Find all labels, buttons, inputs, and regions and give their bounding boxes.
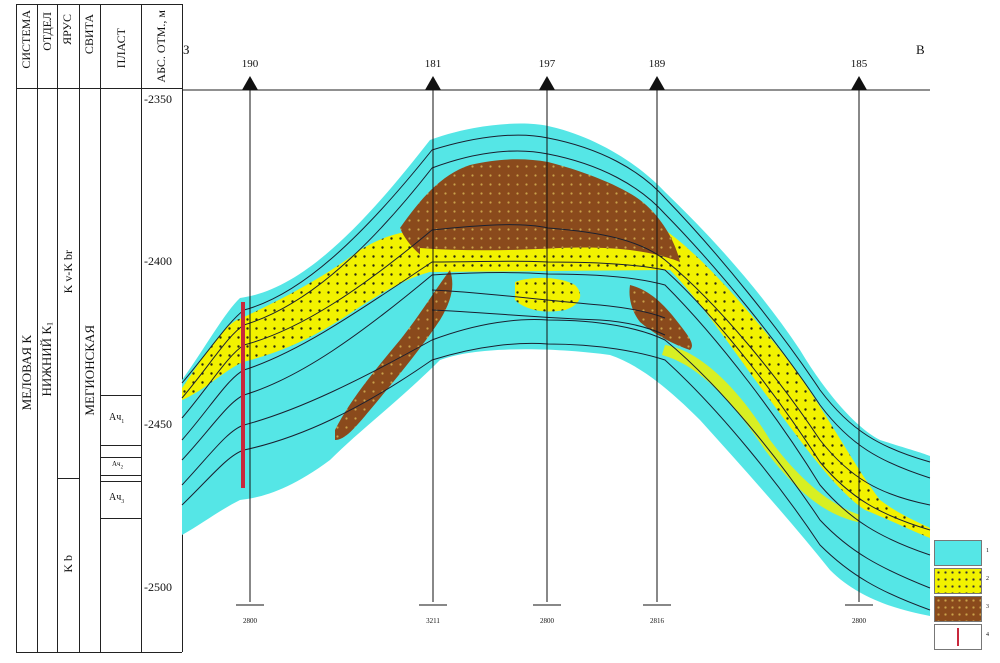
legend-red-bar (957, 628, 959, 646)
well-label-197: 197 (538, 58, 556, 70)
well-marker-185 (851, 76, 867, 90)
column-border (100, 4, 101, 652)
layer-ach2: Ач2 (112, 460, 123, 470)
depth-tick: -2350 (144, 92, 172, 106)
legend-swatch-brown (934, 596, 982, 622)
layer-box-ach2 (100, 457, 141, 476)
well-label-189: 189 (648, 58, 666, 70)
depth-tick: -2400 (144, 254, 172, 268)
well-depth-197: 2800 (540, 617, 554, 625)
column-border (182, 4, 183, 652)
layer-box-ach3 (100, 481, 141, 519)
depth-tick: -2450 (144, 417, 172, 431)
column-border (79, 4, 80, 652)
well-label-190: 190 (241, 58, 259, 70)
well-marker-189 (649, 76, 665, 90)
well-depth-185: 2800 (852, 617, 866, 625)
legend-num: 4 (986, 632, 989, 638)
column-border (141, 4, 142, 652)
well-marker-181 (425, 76, 441, 90)
column-border (37, 4, 38, 652)
column-border (16, 4, 17, 652)
well-marker-197 (539, 76, 555, 90)
well-marker-190 (242, 76, 258, 90)
table-bottom (16, 652, 182, 653)
well-181 (419, 76, 447, 606)
direction-east: В (916, 42, 925, 57)
layer-ach3-sub: 3 (121, 499, 125, 505)
brown-wedge-east (629, 285, 692, 350)
legend-swatch-yellow (934, 568, 982, 594)
well-label-181: 181 (424, 58, 442, 70)
yellow-band-upper (182, 230, 930, 538)
well-189 (643, 76, 671, 606)
yellow-lens (515, 277, 581, 312)
layer-ach2-sub: 2 (120, 465, 124, 471)
stage-divider (57, 478, 79, 479)
table-top (16, 4, 182, 5)
layer-ach1-sub: 1 (121, 419, 125, 425)
layer-ach1: Ач1 (109, 412, 124, 425)
well-depth-181: 3211 (426, 617, 440, 625)
perforation-interval (241, 302, 245, 488)
yellow-crest-strip (420, 247, 680, 272)
depth-tick: -2500 (144, 580, 172, 594)
wells (236, 76, 873, 606)
legend-swatch-cyan (934, 540, 982, 566)
yellow-streaks-east (662, 345, 860, 522)
layer-ach1-text: Ач (109, 412, 122, 423)
legend-swatch-red (934, 624, 982, 650)
layer-ach3: Ач3 (109, 492, 124, 505)
well-depth-189: 2816 (650, 617, 664, 625)
well-label-185: 185 (850, 58, 868, 70)
layer-ach2-text: Ач (112, 460, 121, 468)
well-190 (236, 76, 264, 606)
legend-num: 2 (986, 576, 989, 582)
well-197 (533, 76, 561, 606)
column-border (57, 4, 58, 652)
direction-west: З (183, 42, 190, 57)
legend-num: 1 (986, 548, 989, 554)
brown-wedge-west (335, 270, 453, 440)
legend-num: 3 (986, 604, 989, 610)
well-185 (845, 76, 873, 606)
header-divider (16, 88, 182, 89)
correlation-lines (181, 134, 931, 611)
layer-box-ach1 (100, 395, 141, 446)
well-depth-190: 2800 (243, 617, 257, 625)
layer-ach3-text: Ач (109, 492, 122, 503)
